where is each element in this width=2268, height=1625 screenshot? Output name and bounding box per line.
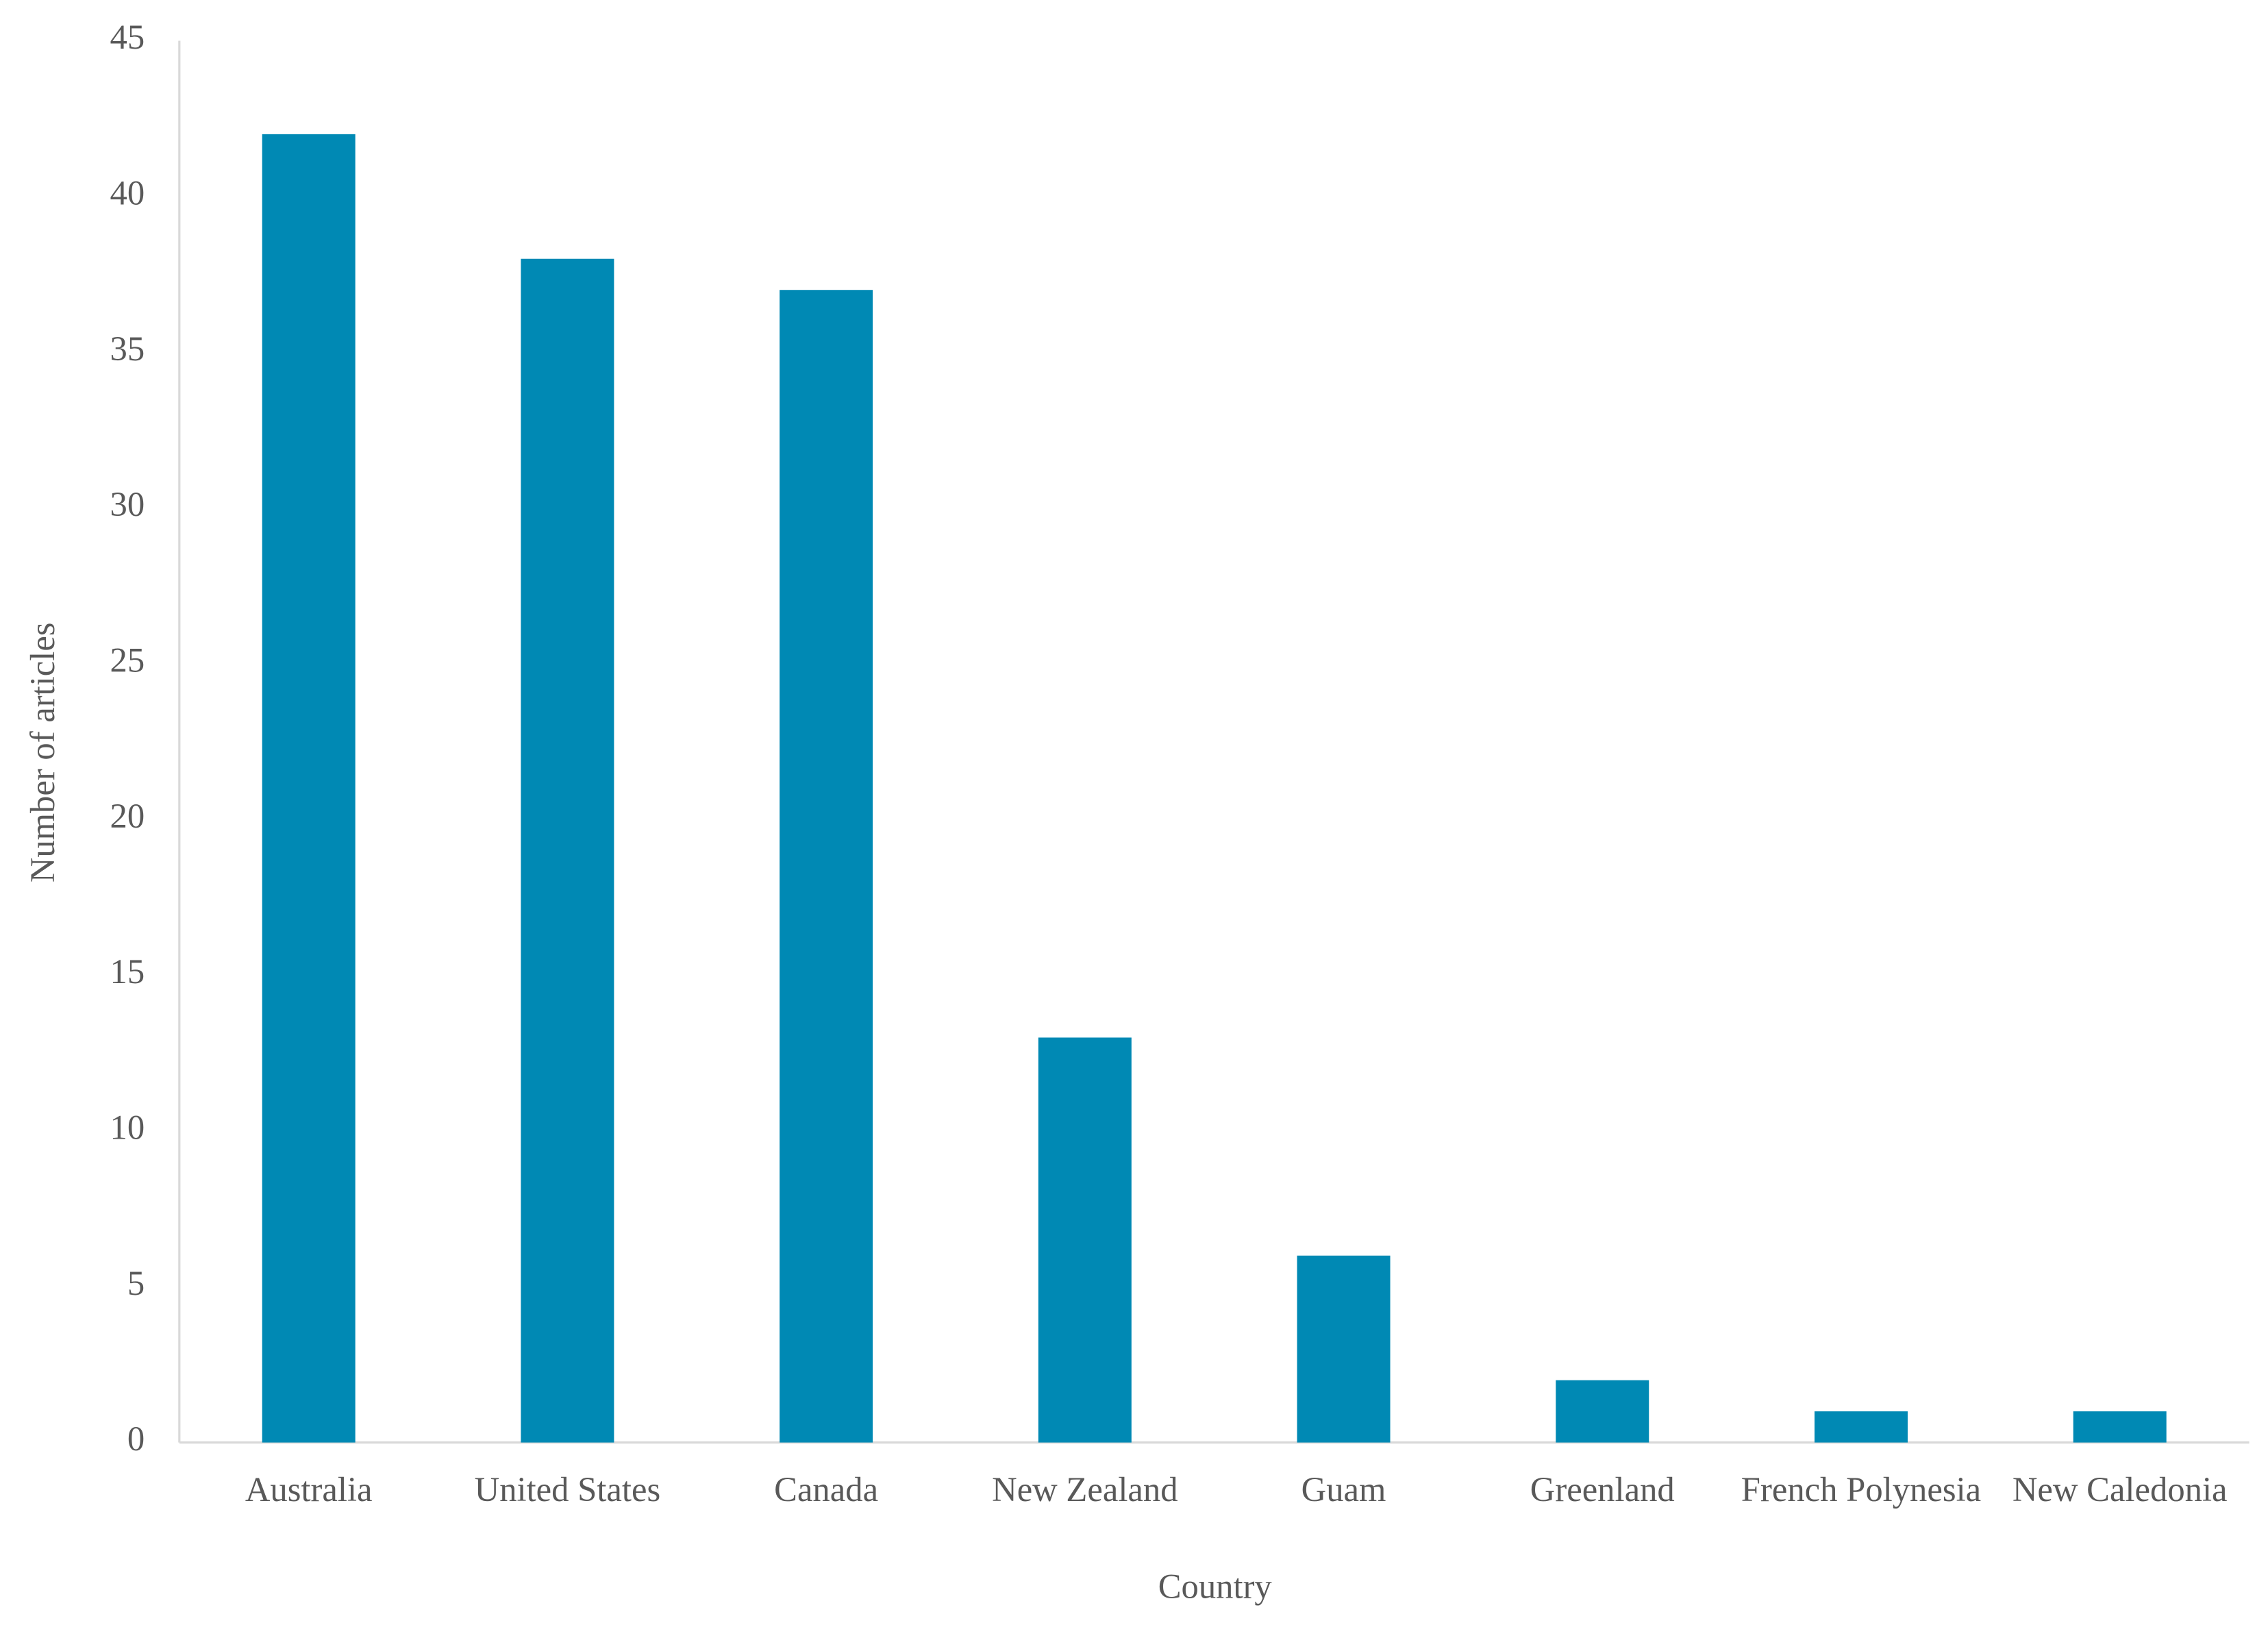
bar (2073, 1411, 2167, 1443)
y-axis-label: Number of articles (23, 622, 62, 882)
x-tick-label: Greenland (1530, 1470, 1675, 1509)
x-tick-label: New Caledonia (2012, 1470, 2228, 1509)
y-tick-label: 35 (110, 330, 145, 368)
x-tick-label: Australia (245, 1470, 373, 1509)
x-tick-label: United States (475, 1470, 661, 1509)
y-tick-label: 25 (110, 641, 145, 679)
bar (521, 258, 614, 1443)
y-tick-label: 20 (110, 797, 145, 835)
x-axis-label: Country (1158, 1567, 1273, 1606)
y-tick-label: 5 (127, 1264, 145, 1302)
bar (1297, 1255, 1391, 1443)
x-tick-label: Canada (774, 1470, 878, 1509)
x-tick-label: Guam (1301, 1470, 1386, 1509)
y-tick-label: 45 (110, 18, 145, 56)
y-tick-label: 40 (110, 173, 145, 212)
bar (1038, 1037, 1132, 1443)
y-tick-label: 15 (110, 952, 145, 991)
bar (1814, 1411, 1908, 1443)
bar (1556, 1380, 1649, 1443)
y-tick-label: 0 (127, 1419, 145, 1458)
x-tick-label: French Polynesia (1741, 1470, 1981, 1509)
y-tick-label: 30 (110, 485, 145, 523)
bar (780, 290, 873, 1443)
bar (262, 134, 356, 1443)
x-tick-label: New Zealand (992, 1470, 1177, 1509)
y-tick-label: 10 (110, 1108, 145, 1147)
